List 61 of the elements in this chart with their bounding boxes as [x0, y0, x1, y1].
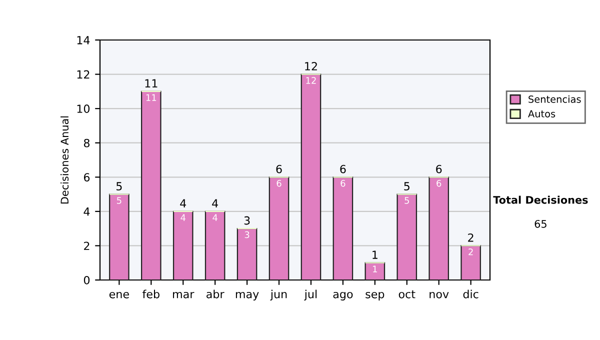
y-tick-label: 8	[84, 138, 90, 148]
data-label: 6	[276, 180, 282, 187]
text: 65	[534, 220, 546, 228]
x-tick-label: ago	[333, 292, 353, 300]
y-tick-label: 0	[84, 276, 90, 284]
total-label: 5	[116, 182, 122, 190]
total-label: 2	[468, 233, 474, 242]
x-tick-label: jul	[304, 290, 317, 300]
data-label: 6	[436, 180, 442, 187]
data-label: 2	[468, 248, 473, 256]
data-label: 5	[117, 197, 122, 204]
total-label: 1	[372, 250, 378, 259]
data-label: 4	[180, 214, 186, 221]
data-label: 5	[404, 197, 409, 204]
x-tick-label: may	[236, 292, 259, 300]
data-label: 4	[212, 214, 218, 221]
bar	[204, 210, 226, 280]
total-label: 4	[212, 199, 218, 208]
y-tick-label: 12	[77, 70, 90, 79]
x-tick-label: nov	[430, 292, 449, 298]
x-tick-label: jun	[270, 290, 287, 300]
data-label: 12	[306, 77, 316, 84]
x-tick-label: abr	[206, 290, 224, 298]
data-label: 11	[146, 94, 156, 101]
y-axis-title: Decisiones Anual	[60, 116, 69, 204]
text: Total Decisiones	[493, 196, 588, 204]
bar	[396, 194, 418, 280]
total-label: 12	[305, 62, 317, 70]
x-tick-label: feb	[142, 290, 160, 298]
y-tick-label: 4	[84, 208, 90, 216]
y-tick-label: 14	[77, 36, 90, 44]
total-label: 6	[436, 164, 442, 174]
bar	[172, 210, 194, 280]
bar	[236, 228, 258, 280]
total-label: 4	[180, 199, 186, 208]
x-tick-label: oct	[398, 290, 416, 298]
x-tick-label: dic	[463, 290, 478, 298]
bar	[332, 176, 354, 280]
bar	[300, 74, 322, 280]
x-tick-label: ene	[109, 292, 129, 298]
bar	[428, 176, 449, 280]
total-label: 11	[145, 79, 158, 88]
x-tick-label: mar	[173, 292, 194, 298]
x-tick-label: sep	[366, 292, 384, 300]
bar	[109, 194, 130, 280]
bar	[141, 90, 162, 280]
y-tick-label: 2	[84, 242, 90, 250]
total-label: 3	[244, 216, 250, 225]
y-tick-label: 10	[77, 104, 90, 113]
total-label: 6	[276, 164, 282, 174]
legend-label: Autos	[528, 110, 556, 118]
bar	[268, 176, 290, 280]
total-label: 6	[340, 164, 346, 174]
data-label: 1	[373, 266, 377, 272]
bar	[364, 262, 386, 280]
bar	[460, 245, 481, 280]
y-tick-label: 6	[84, 173, 90, 182]
data-label: 6	[340, 180, 346, 187]
total-label: 5	[404, 182, 410, 190]
legend-label: Sentencias	[528, 95, 581, 103]
data-label: 3	[244, 231, 250, 238]
